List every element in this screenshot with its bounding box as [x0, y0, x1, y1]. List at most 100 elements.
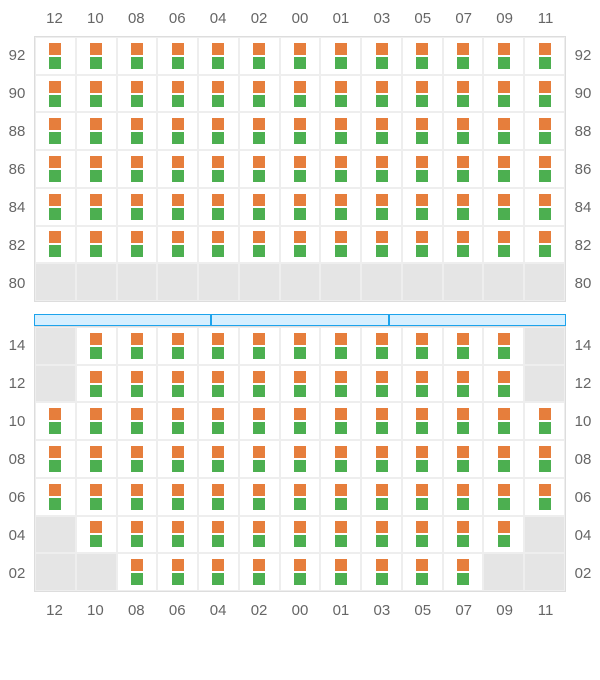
seat-cell[interactable]	[524, 516, 565, 554]
seat-cell[interactable]	[320, 440, 361, 478]
seat-cell[interactable]	[402, 365, 443, 403]
seat-cell[interactable]	[443, 553, 484, 591]
seat-cell[interactable]	[239, 553, 280, 591]
seat-cell[interactable]	[280, 75, 321, 113]
seat-cell[interactable]	[361, 327, 402, 365]
seat-cell[interactable]	[483, 150, 524, 188]
seat-cell[interactable]	[239, 478, 280, 516]
seat-cell[interactable]	[443, 440, 484, 478]
seat-cell[interactable]	[35, 112, 76, 150]
seat-cell[interactable]	[443, 37, 484, 75]
seat-cell[interactable]	[483, 188, 524, 226]
seat-cell[interactable]	[157, 75, 198, 113]
seat-cell[interactable]	[524, 188, 565, 226]
seat-cell[interactable]	[402, 402, 443, 440]
seat-cell[interactable]	[483, 402, 524, 440]
seat-cell[interactable]	[443, 112, 484, 150]
seat-cell[interactable]	[320, 402, 361, 440]
seat-cell[interactable]	[280, 365, 321, 403]
seat-cell[interactable]	[483, 37, 524, 75]
seat-cell[interactable]	[35, 75, 76, 113]
seat-cell[interactable]	[117, 516, 158, 554]
seat-cell[interactable]	[157, 516, 198, 554]
seat-cell[interactable]	[402, 440, 443, 478]
seat-cell[interactable]	[524, 365, 565, 403]
seat-cell[interactable]	[483, 478, 524, 516]
seat-cell[interactable]	[157, 150, 198, 188]
seat-cell[interactable]	[361, 150, 402, 188]
seat-cell[interactable]	[35, 226, 76, 264]
seat-cell[interactable]	[483, 263, 524, 301]
seat-cell[interactable]	[524, 478, 565, 516]
seat-cell[interactable]	[443, 75, 484, 113]
seat-cell[interactable]	[76, 37, 117, 75]
seat-cell[interactable]	[35, 263, 76, 301]
seat-cell[interactable]	[280, 402, 321, 440]
seat-cell[interactable]	[117, 188, 158, 226]
seat-cell[interactable]	[157, 226, 198, 264]
seat-cell[interactable]	[524, 75, 565, 113]
seat-cell[interactable]	[524, 263, 565, 301]
seat-cell[interactable]	[35, 150, 76, 188]
seat-cell[interactable]	[524, 327, 565, 365]
seat-cell[interactable]	[239, 37, 280, 75]
seat-cell[interactable]	[198, 440, 239, 478]
seat-cell[interactable]	[157, 440, 198, 478]
seat-cell[interactable]	[198, 37, 239, 75]
seat-cell[interactable]	[239, 440, 280, 478]
seat-cell[interactable]	[443, 402, 484, 440]
seat-cell[interactable]	[117, 478, 158, 516]
seat-cell[interactable]	[320, 263, 361, 301]
seat-cell[interactable]	[443, 150, 484, 188]
seat-cell[interactable]	[198, 263, 239, 301]
seat-cell[interactable]	[239, 75, 280, 113]
seat-cell[interactable]	[361, 440, 402, 478]
seat-cell[interactable]	[35, 37, 76, 75]
seat-cell[interactable]	[280, 150, 321, 188]
seat-cell[interactable]	[198, 516, 239, 554]
seat-cell[interactable]	[483, 75, 524, 113]
seat-cell[interactable]	[402, 37, 443, 75]
seat-cell[interactable]	[320, 553, 361, 591]
seat-cell[interactable]	[239, 150, 280, 188]
seat-cell[interactable]	[524, 150, 565, 188]
seat-cell[interactable]	[117, 150, 158, 188]
seat-cell[interactable]	[117, 402, 158, 440]
seat-cell[interactable]	[483, 365, 524, 403]
seat-cell[interactable]	[117, 440, 158, 478]
seat-cell[interactable]	[443, 516, 484, 554]
seat-cell[interactable]	[524, 553, 565, 591]
seat-cell[interactable]	[157, 188, 198, 226]
seat-cell[interactable]	[361, 37, 402, 75]
seat-cell[interactable]	[361, 263, 402, 301]
seat-cell[interactable]	[76, 516, 117, 554]
seat-cell[interactable]	[402, 478, 443, 516]
seat-cell[interactable]	[402, 112, 443, 150]
seat-cell[interactable]	[320, 226, 361, 264]
seat-cell[interactable]	[117, 75, 158, 113]
seat-cell[interactable]	[198, 478, 239, 516]
seat-cell[interactable]	[239, 516, 280, 554]
seat-cell[interactable]	[280, 263, 321, 301]
seat-cell[interactable]	[443, 226, 484, 264]
seat-cell[interactable]	[483, 516, 524, 554]
seat-cell[interactable]	[239, 402, 280, 440]
seat-cell[interactable]	[76, 188, 117, 226]
seat-cell[interactable]	[280, 516, 321, 554]
seat-cell[interactable]	[402, 188, 443, 226]
seat-cell[interactable]	[35, 365, 76, 403]
seat-cell[interactable]	[361, 402, 402, 440]
seat-cell[interactable]	[280, 188, 321, 226]
seat-cell[interactable]	[76, 365, 117, 403]
seat-cell[interactable]	[198, 112, 239, 150]
seat-cell[interactable]	[198, 402, 239, 440]
seat-cell[interactable]	[280, 440, 321, 478]
seat-cell[interactable]	[239, 263, 280, 301]
seat-cell[interactable]	[157, 402, 198, 440]
seat-cell[interactable]	[483, 112, 524, 150]
seat-cell[interactable]	[157, 365, 198, 403]
seat-cell[interactable]	[361, 516, 402, 554]
seat-cell[interactable]	[35, 440, 76, 478]
seat-cell[interactable]	[320, 327, 361, 365]
seat-cell[interactable]	[402, 226, 443, 264]
